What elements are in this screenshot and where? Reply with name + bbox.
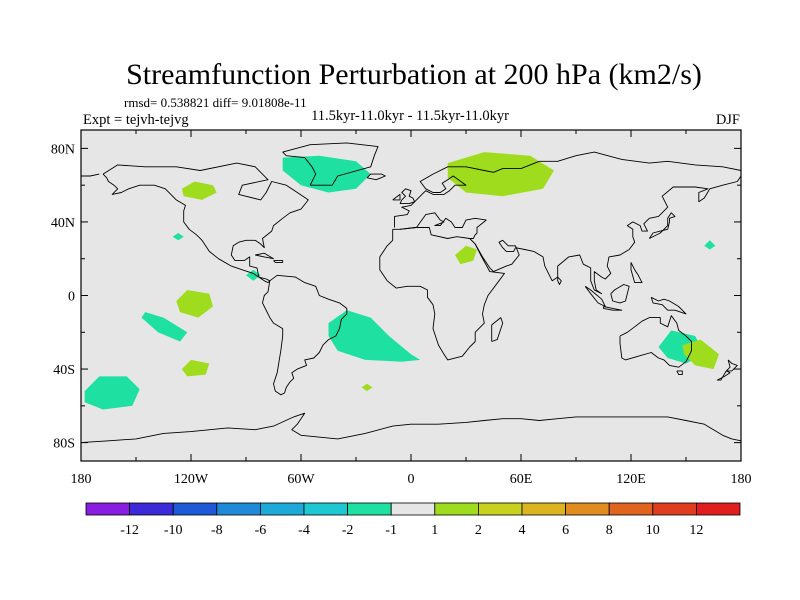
colorbar-swatch xyxy=(129,502,174,516)
coastline-14 xyxy=(725,359,738,372)
colorbar-swatch xyxy=(216,502,261,516)
coastline-17 xyxy=(603,306,623,311)
coastline-1 xyxy=(262,274,348,396)
region-hudson-positive xyxy=(181,181,217,200)
colorbar-swatch xyxy=(347,502,392,516)
colorbar-swatch xyxy=(172,502,218,516)
season-label: DJF xyxy=(716,112,740,128)
coastline-11 xyxy=(648,212,676,239)
map-panel: 180 120W 60W 0 60E 120E 180 80N 40N 0 40S 80S xyxy=(51,129,752,487)
colorbar-swatch xyxy=(652,502,697,516)
y-tick-label: 80S xyxy=(53,437,75,452)
coastline-10 xyxy=(392,193,401,201)
x-axis: 180 120W 60W 0 60E 120E 180 xyxy=(71,130,752,487)
coastline-9 xyxy=(399,188,416,205)
coastline-23 xyxy=(273,260,284,263)
colorbar: -12 -10 -8 -6 -4 -2 -1 1 2 4 6 8 10 12 xyxy=(85,502,741,538)
colorbar-swatch xyxy=(85,502,130,516)
x-tick-label: 120E xyxy=(616,472,646,487)
coastline-21 xyxy=(491,317,504,342)
colorbar-swatch xyxy=(477,502,523,516)
colorbar-label: -10 xyxy=(164,523,183,538)
colorbar-swatch xyxy=(565,502,610,516)
colorbar-label: 4 xyxy=(519,523,526,538)
contour-regions xyxy=(84,152,719,410)
coastline-25 xyxy=(80,412,742,444)
coastline-15 xyxy=(716,370,731,381)
x-tick-label: 180 xyxy=(731,472,752,487)
colorbar-swatch xyxy=(259,502,305,516)
coastline-19 xyxy=(650,296,687,315)
expt-label: Expt = tejvh-tejvg xyxy=(83,112,189,128)
x-tick-label: 60E xyxy=(510,472,533,487)
region-eq-pacific-positive xyxy=(176,290,213,318)
region-s-pacific-positive xyxy=(181,359,210,377)
colorbar-label: 8 xyxy=(606,523,613,538)
colorbar-label: -8 xyxy=(211,523,223,538)
coastline-4 xyxy=(379,227,505,361)
region-small-atlantic-positive xyxy=(361,383,373,392)
coastline-5 xyxy=(394,151,742,228)
colorbar-label: 12 xyxy=(689,523,703,538)
x-tick-label: 60W xyxy=(287,472,315,487)
colorbar-label: -6 xyxy=(255,523,267,538)
colorbar-label: -1 xyxy=(385,523,397,538)
region-mexico-negative xyxy=(172,233,184,241)
region-greenland-negative xyxy=(282,155,371,193)
coastline-3 xyxy=(366,173,386,181)
region-arabia-positive xyxy=(455,245,477,265)
coastline-13 xyxy=(676,370,683,376)
coastline-6 xyxy=(399,212,487,239)
coastlines xyxy=(80,142,742,444)
coastline-2 xyxy=(282,142,379,186)
colorbar-label: 2 xyxy=(475,523,482,538)
coastline-18 xyxy=(610,284,630,304)
chart-title: Streamfunction Perturbation at 200 hPa (… xyxy=(126,58,702,91)
colorbar-label: 6 xyxy=(562,523,569,538)
colorbar-swatch xyxy=(434,502,479,516)
colorbar-label: -2 xyxy=(342,523,354,538)
region-pacific-nw-negative xyxy=(704,240,716,250)
region-s-atlantic-negative xyxy=(328,310,421,362)
x-tick-label: 180 xyxy=(71,472,92,487)
coastline-20 xyxy=(630,262,643,284)
y-axis: 80N 40N 0 40S 80S xyxy=(51,142,741,452)
colorbar-swatch xyxy=(521,502,566,516)
y-tick-label: 80N xyxy=(51,142,75,157)
x-tick-label: 120W xyxy=(174,472,209,487)
coastline-0 xyxy=(102,162,309,284)
colorbar-label: 1 xyxy=(431,523,438,538)
colorbar-swatch xyxy=(303,502,348,516)
coastline-12 xyxy=(619,315,692,368)
map-background xyxy=(81,130,741,461)
period-label: 11.5kyr-11.0kyr - 11.5kyr-11.0kyr xyxy=(311,108,509,124)
coastline-24 xyxy=(557,276,562,285)
coastline-22 xyxy=(255,252,274,260)
x-tick-label: 0 xyxy=(408,472,415,487)
colorbar-swatch xyxy=(608,502,654,516)
y-tick-label: 40N xyxy=(51,216,75,231)
colorbar-swatch xyxy=(696,502,741,516)
colorbar-label: 10 xyxy=(646,523,660,538)
colorbar-swatch xyxy=(390,502,436,516)
region-siberia-positive xyxy=(447,152,554,197)
y-tick-label: 40S xyxy=(53,363,75,378)
coastline-8 xyxy=(474,175,742,295)
colorbar-label: -12 xyxy=(120,523,139,538)
region-southern-pacific-negative xyxy=(84,376,140,410)
coastline-7 xyxy=(81,173,100,177)
y-tick-label: 0 xyxy=(68,290,75,305)
stats-label: rmsd= 0.538821 diff= 9.01808e-11 xyxy=(124,95,307,110)
colorbar-label: -4 xyxy=(298,523,310,538)
region-s-pacific-negative xyxy=(141,312,188,342)
